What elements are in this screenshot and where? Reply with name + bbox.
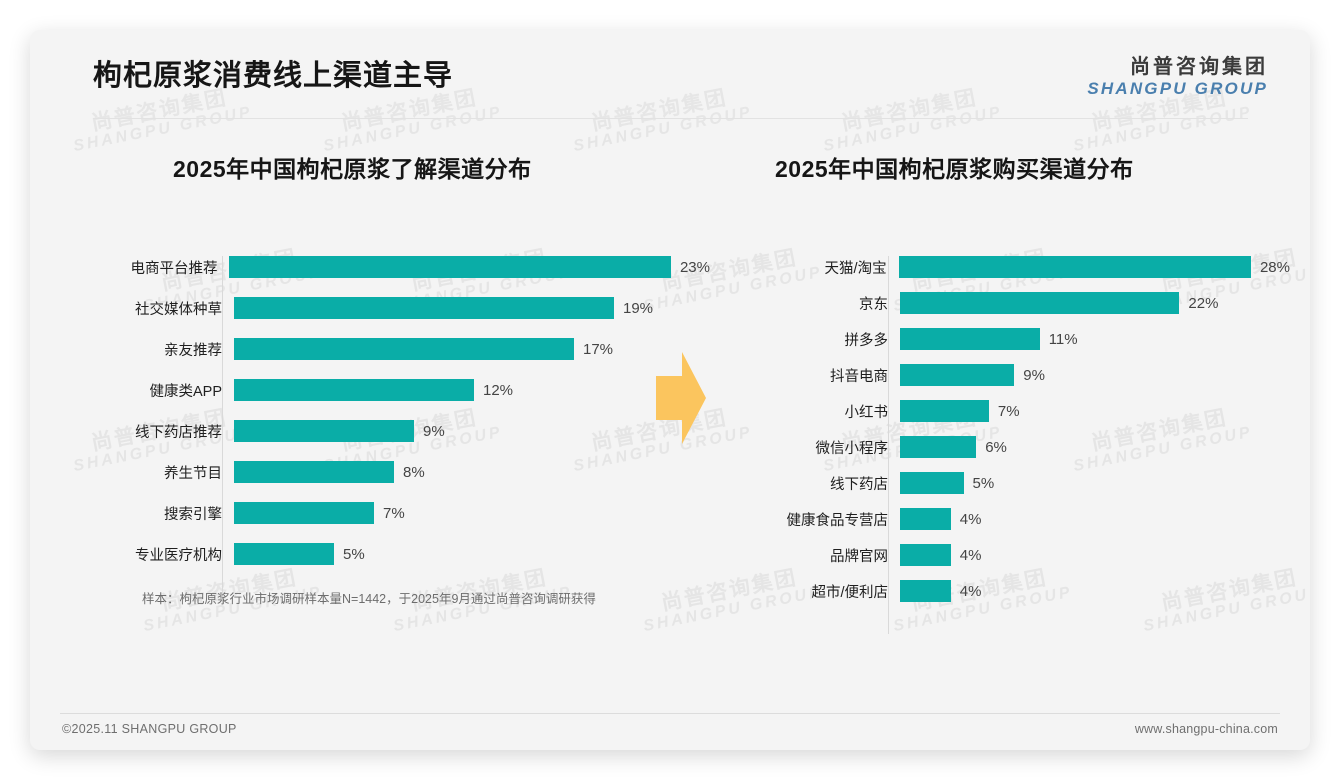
bar-row: 小红书 7% (730, 400, 1290, 422)
bar-row: 专业医疗机构 5% (110, 543, 710, 565)
bar-segment (900, 400, 989, 422)
right-arrow-icon (652, 350, 708, 446)
bar-segment (898, 256, 1251, 278)
bar-category-label: 健康类APP (149, 383, 222, 400)
bar-category-label: 超市/便利店 (811, 584, 888, 601)
bar-row: 搜索引擎 7% (110, 502, 710, 524)
sample-footnote: 样本：枸杞原浆行业市场调研样本量N=1442，于2025年9月通过尚普咨询调研获… (142, 592, 596, 606)
bar-value-label: 8% (403, 463, 425, 481)
website-link[interactable]: www.shangpu-china.com (1134, 722, 1278, 736)
chart-panel-awareness: 2025年中国枸杞原浆了解渠道分布 电商平台推荐 23% 社交媒体种草 19% 亲友推荐… (110, 150, 710, 604)
bar-row: 抖音电商 9% (730, 364, 1290, 386)
bar-segment (229, 256, 671, 278)
bar-row: 微信小程序 6% (730, 436, 1290, 458)
header-divider (93, 118, 1248, 119)
bar-row: 电商平台推荐 23% (110, 256, 710, 278)
bar-row: 亲友推荐 17% (110, 338, 710, 360)
bar-category-label: 线下药店推荐 (135, 424, 222, 441)
bar-row: 天猫/淘宝 28% (730, 256, 1290, 278)
copyright-text: ©2025.11 SHANGPU GROUP (62, 722, 237, 736)
slide-header: 枸杞原浆消费线上渠道主导 尚普咨询集团 SHANGPU GROUP (30, 30, 1310, 118)
page-title: 枸杞原浆消费线上渠道主导 (93, 60, 454, 92)
bar-chart-awareness: 电商平台推荐 23% 社交媒体种草 19% 亲友推荐 17% 健康类APP 12% 线下药店推荐… (110, 256, 710, 604)
bar-row: 线下药店推荐 9% (110, 420, 710, 442)
bar-segment (900, 508, 951, 530)
bar-category-label: 微信小程序 (815, 440, 889, 457)
bar-category-label: 社交媒体种草 (135, 301, 222, 318)
bar-value-label: 9% (1023, 366, 1045, 384)
bar-value-label: 28% (1259, 258, 1290, 276)
bar-category-label: 京东 (859, 296, 888, 313)
bar-row: 品牌官网 4% (730, 544, 1290, 566)
bar-segment (234, 461, 394, 483)
bar-row: 拼多多 11% (730, 328, 1290, 350)
bar-category-label: 电商平台推荐 (130, 260, 218, 277)
bar-segment (900, 364, 1015, 386)
bar-category-label: 亲友推荐 (164, 342, 222, 359)
bar-segment (234, 420, 414, 442)
bar-category-label: 天猫/淘宝 (824, 260, 887, 277)
footer-divider (60, 713, 1280, 714)
bar-value-label: 7% (383, 504, 405, 522)
bar-segment (234, 297, 614, 319)
bar-segment (900, 544, 951, 566)
chart-panel-purchase: 2025年中国枸杞原浆购买渠道分布 天猫/淘宝 28% 京东 22% 拼多多 11% 抖音电… (730, 150, 1290, 634)
bar-segment (234, 379, 474, 401)
bar-row: 健康类APP 12% (110, 379, 710, 401)
bar-value-label: 11% (1048, 330, 1078, 348)
bar-value-label: 6% (985, 438, 1007, 456)
chart-axis-line (888, 256, 889, 634)
bar-category-label: 小红书 (844, 404, 889, 421)
bar-value-label: 7% (997, 402, 1020, 420)
brand-name-cn: 尚普咨询集团 (1130, 56, 1268, 78)
bar-segment (900, 580, 951, 602)
bar-segment (900, 436, 977, 458)
bar-category-label: 拼多多 (844, 332, 889, 349)
brand-name-en: SHANGPU GROUP (1087, 79, 1268, 98)
slide-footer: ©2025.11 SHANGPU GROUP www.shangpu-china… (30, 722, 1310, 750)
chart-axis-line (222, 256, 223, 604)
bar-category-label: 健康食品专营店 (786, 512, 889, 529)
bar-segment (234, 338, 574, 360)
bar-category-label: 品牌官网 (830, 548, 888, 565)
chart-title-purchase: 2025年中国枸杞原浆购买渠道分布 (775, 156, 1134, 182)
bar-category-label: 抖音电商 (830, 368, 888, 385)
bar-value-label: 5% (343, 545, 365, 563)
chart-title-awareness: 2025年中国枸杞原浆了解渠道分布 (173, 156, 532, 182)
bar-value-label: 4% (959, 546, 982, 564)
brand-logo: 尚普咨询集团 SHANGPU GROUP (1087, 56, 1268, 99)
bar-row: 线下药店 5% (730, 472, 1290, 494)
bar-value-label: 12% (483, 381, 514, 399)
bar-category-label: 线下药店 (830, 476, 888, 493)
bar-segment (900, 472, 964, 494)
bar-value-label: 4% (959, 510, 982, 528)
bar-value-label: 9% (423, 422, 445, 440)
bar-row: 京东 22% (730, 292, 1290, 314)
bar-value-label: 5% (972, 474, 995, 492)
bar-row: 超市/便利店 4% (730, 580, 1290, 602)
bar-segment (234, 502, 374, 524)
bar-category-label: 养生节目 (164, 465, 222, 482)
bar-value-label: 4% (959, 582, 982, 600)
bar-segment (234, 543, 334, 565)
bar-value-label: 17% (583, 340, 614, 358)
bar-row: 健康食品专营店 4% (730, 508, 1290, 530)
bar-value-label: 23% (679, 258, 710, 276)
bar-row: 社交媒体种草 19% (110, 297, 710, 319)
bar-category-label: 搜索引擎 (164, 506, 222, 523)
bar-row: 养生节目 8% (110, 461, 710, 483)
slide-card: 尚普咨询集团 SHANGPU GROUP 尚普咨询集团 SHANGPU GROUP 尚普… (30, 30, 1310, 750)
bar-chart-purchase: 天猫/淘宝 28% 京东 22% 拼多多 11% 抖音电商 9% 小红书 7% 微信小程序 6% 线下药… (730, 256, 1290, 634)
bar-segment (900, 328, 1040, 350)
bar-value-label: 19% (623, 299, 654, 317)
bar-category-label: 专业医疗机构 (135, 547, 222, 564)
bar-segment (900, 292, 1180, 314)
bar-value-label: 22% (1188, 294, 1219, 312)
